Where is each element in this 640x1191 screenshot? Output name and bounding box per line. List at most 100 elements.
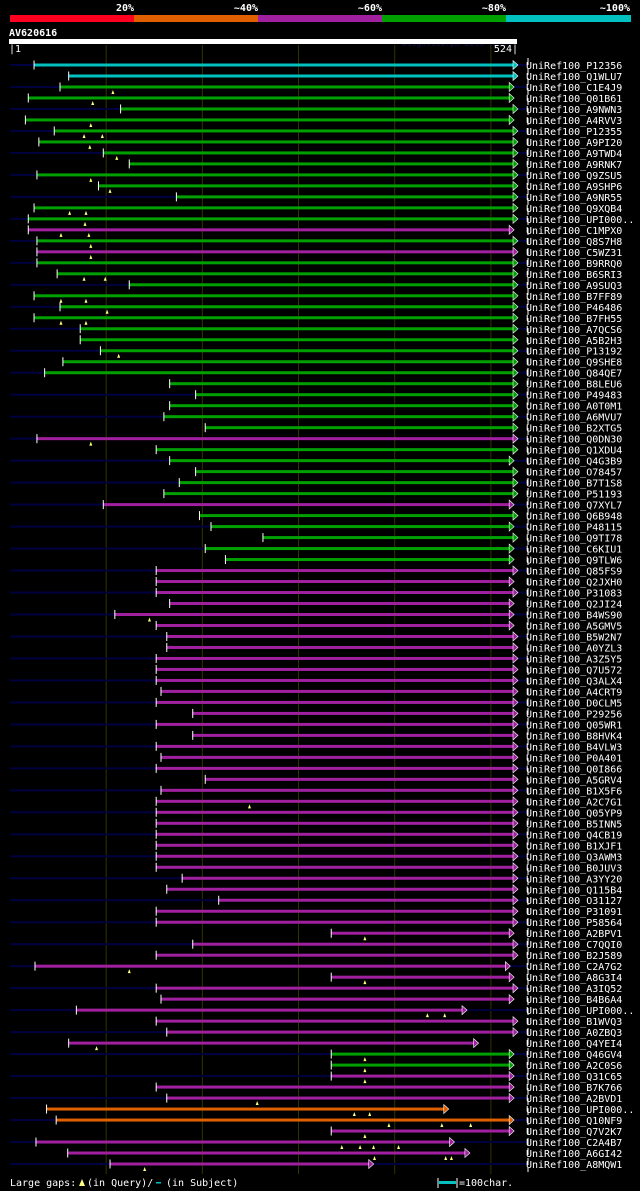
hit-label[interactable]: UniRef100_Q7U572 (526, 665, 622, 676)
hit-row[interactable]: UniRef100_B1XJF1 (155, 840, 622, 853)
hit-label[interactable]: UniRef100_B5W2N7 (526, 632, 622, 643)
hit-label[interactable]: UniRef100_A0YZL3 (526, 643, 622, 654)
hit-row[interactable]: UniRef100_Q2JI24 (169, 598, 623, 611)
hit-label[interactable]: UniRef100_C2A4B7 (526, 1138, 622, 1149)
hit-row[interactable]: UniRef100_Q0DN30 (10, 433, 622, 446)
hit-label[interactable]: UniRef100_A7QCS6 (526, 325, 622, 336)
hit-row[interactable]: UniRef100_A2C0S6 (330, 1059, 622, 1073)
hit-row[interactable]: UniRef100_Q10NF9 (10, 1114, 622, 1128)
hit-row[interactable]: UniRef100_A2BPV1 (330, 928, 622, 941)
hit-label[interactable]: UniRef100_B8HVK4 (526, 731, 622, 742)
hit-row[interactable]: UniRef100_A3Z5Y5 (10, 653, 622, 666)
hit-label[interactable]: UniRef100_Q9TLW6 (526, 556, 622, 567)
hit-row[interactable]: UniRef100_Q3AWM3 (10, 851, 622, 864)
hit-label[interactable]: UniRef100_P31083 (526, 589, 622, 600)
hit-label[interactable]: UniRef100_Q85FS9 (526, 567, 622, 578)
hit-row[interactable]: UniRef100_A9NWN3 (10, 103, 622, 116)
hit-row[interactable]: UniRef100_B2J589 (155, 950, 622, 963)
hit-row[interactable]: UniRef100_P49483 (10, 389, 622, 402)
hit-label[interactable]: UniRef100_Q0DN30 (526, 435, 622, 446)
hit-label[interactable]: UniRef100_B5INN5 (526, 819, 622, 830)
hit-label[interactable]: UniRef100_A9NR55 (526, 193, 622, 204)
hit-label[interactable]: UniRef100_A9RNK7 (526, 160, 622, 171)
hit-row[interactable]: UniRef100_Q1XDU4 (155, 444, 622, 457)
hit-row[interactable]: UniRef100_P12355 (10, 125, 622, 138)
hit-label[interactable]: UniRef100_Q115B4 (526, 885, 622, 896)
hit-label[interactable]: UniRef100_P58564 (526, 918, 622, 929)
hit-label[interactable]: UniRef100_C1E4J9 (526, 83, 622, 94)
hit-row[interactable]: UniRef100_P12356 (10, 59, 622, 73)
hit-label[interactable]: UniRef100_A8MQW1 (526, 1160, 622, 1171)
hit-label[interactable]: UniRef100_B7T1S8 (526, 479, 622, 490)
hit-row[interactable]: UniRef100_A9SUQ3 (10, 279, 622, 292)
hit-label[interactable]: UniRef100_UPI000.. (526, 215, 634, 226)
hit-label[interactable]: UniRef100_A2C0S6 (526, 1061, 622, 1072)
hit-row[interactable]: UniRef100_B7T1S8 (10, 477, 622, 490)
hit-label[interactable]: UniRef100_Q05YP9 (526, 808, 622, 819)
hit-row[interactable]: UniRef100_Q05YP9 (10, 807, 622, 820)
hit-row[interactable]: UniRef100_Q31C65 (10, 1070, 622, 1084)
hit-label[interactable]: UniRef100_O31127 (526, 896, 622, 907)
hit-row[interactable]: UniRef100_Q0I866 (10, 763, 622, 776)
hit-label[interactable]: UniRef100_A9TWD4 (526, 149, 622, 160)
hit-row[interactable]: UniRef100_O78457 (195, 466, 623, 479)
hit-label[interactable]: UniRef100_A9SHP6 (526, 182, 622, 193)
hit-label[interactable]: UniRef100_A4CRT9 (526, 687, 622, 698)
hit-label[interactable]: UniRef100_C5WZ31 (526, 248, 622, 259)
hit-label[interactable]: UniRef100_Q31C65 (526, 1072, 622, 1083)
hit-label[interactable]: UniRef100_A2BVD1 (526, 1094, 622, 1105)
hit-label[interactable]: UniRef100_Q9XQB4 (526, 204, 622, 215)
hit-label[interactable]: UniRef100_P12356 (526, 61, 622, 72)
hit-row[interactable]: UniRef100_A4RVV3 (24, 114, 622, 127)
hit-row[interactable]: UniRef100_Q9SHE8 (62, 356, 622, 369)
hit-row[interactable]: UniRef100_B5INN5 (155, 818, 622, 831)
hit-row[interactable]: UniRef100_B2XTG5 (204, 422, 622, 435)
hit-row[interactable]: UniRef100_Q2JXH0 (155, 576, 622, 589)
hit-row[interactable]: UniRef100_A7QCS6 (10, 323, 622, 336)
hit-label[interactable]: UniRef100_Q46GV4 (526, 1050, 622, 1061)
hit-row[interactable]: UniRef100_Q9XQB4 (33, 202, 622, 215)
hit-row[interactable]: UniRef100_Q9ZSU5 (10, 169, 622, 182)
hit-row[interactable]: UniRef100_C5WZ31 (36, 246, 622, 259)
hit-label[interactable]: UniRef100_B9RRQ0 (526, 259, 622, 270)
hit-row[interactable]: UniRef100_A8MQW1 (10, 1158, 622, 1172)
hit-row[interactable]: UniRef100_Q7U572 (155, 664, 622, 677)
hit-label[interactable]: UniRef100_B7K766 (526, 1083, 622, 1094)
hit-label[interactable]: UniRef100_Q9TI78 (526, 534, 622, 545)
hit-label[interactable]: UniRef100_Q8S7H8 (526, 237, 622, 248)
hit-row[interactable]: UniRef100_C2A7G2 (10, 961, 622, 974)
hit-label[interactable]: UniRef100_O78457 (526, 468, 622, 479)
hit-row[interactable]: UniRef100_A4CRT9 (160, 686, 622, 699)
hit-row[interactable]: UniRef100_P46486 (10, 301, 622, 314)
hit-row[interactable]: UniRef100_Q84QE7 (10, 367, 622, 380)
hit-row[interactable]: UniRef100_B7FH55 (33, 312, 622, 325)
hit-label[interactable]: UniRef100_B6SRI3 (526, 270, 622, 281)
hit-row[interactable]: UniRef100_Q4CB19 (10, 829, 622, 842)
hit-label[interactable]: UniRef100_C2A7G2 (526, 962, 622, 973)
hit-label[interactable]: UniRef100_Q9SHE8 (526, 358, 622, 369)
hit-label[interactable]: UniRef100_D0CLM5 (526, 698, 622, 709)
hit-row[interactable]: UniRef100_B6SRI3 (56, 268, 622, 281)
hit-row[interactable]: UniRef100_C7QQI0 (10, 939, 622, 952)
hit-label[interactable]: UniRef100_A0ZBQ3 (526, 1028, 622, 1039)
hit-row[interactable]: UniRef100_Q1WLU7 (68, 70, 623, 83)
hit-label[interactable]: UniRef100_Q3AWM3 (526, 852, 622, 863)
hit-row[interactable]: UniRef100_B1WVQ3 (155, 1015, 622, 1029)
hit-row[interactable]: UniRef100_A9NR55 (10, 191, 622, 204)
hit-label[interactable]: UniRef100_A9SUQ3 (526, 281, 622, 292)
hit-label[interactable]: UniRef100_B7FF89 (526, 292, 622, 303)
hit-label[interactable]: UniRef100_B4WS90 (526, 611, 622, 622)
hit-label[interactable]: UniRef100_A8G3I4 (526, 973, 622, 984)
hit-label[interactable]: UniRef100_B4B6A4 (526, 995, 622, 1006)
hit-label[interactable]: UniRef100_A2C7G1 (526, 797, 622, 808)
hit-label[interactable]: UniRef100_A0T0M1 (526, 402, 622, 413)
hit-label[interactable]: UniRef100_UPI000.. (526, 1006, 634, 1017)
hit-label[interactable]: UniRef100_P49483 (526, 391, 622, 402)
hit-label[interactable]: UniRef100_P13192 (526, 347, 622, 358)
hit-row[interactable]: UniRef100_B5W2N7 (10, 631, 622, 644)
hit-label[interactable]: UniRef100_P48115 (526, 523, 622, 534)
hit-row[interactable]: UniRef100_B7K766 (155, 1081, 622, 1095)
hit-label[interactable]: UniRef100_B7FH55 (526, 314, 622, 325)
hit-row[interactable]: UniRef100_C6KIU1 (10, 543, 622, 556)
hit-row[interactable]: UniRef100_UPI000.. (10, 1004, 634, 1018)
